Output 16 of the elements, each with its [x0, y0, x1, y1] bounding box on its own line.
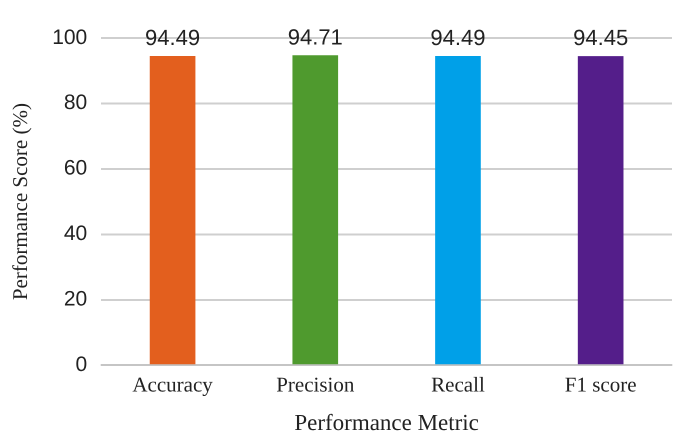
- data-label: 94.49: [430, 25, 486, 50]
- y-tick-label: 60: [64, 156, 88, 180]
- y-tick-label: 40: [64, 222, 88, 246]
- data-label: 94.45: [573, 25, 628, 50]
- y-tick-label: 80: [64, 91, 88, 114]
- y-tick-label: 0: [76, 352, 88, 376]
- y-tick-label: 20: [64, 288, 88, 311]
- y-tick-label: 100: [52, 26, 88, 49]
- x-tick-label: Precision: [276, 372, 355, 396]
- x-tick-label: Accuracy: [132, 372, 214, 396]
- x-tick-label: F1 score: [564, 372, 637, 396]
- x-tick-label: Recall: [431, 372, 485, 396]
- y-axis-title: Performance Score (%): [8, 103, 32, 300]
- x-axis-title: Performance Metric: [294, 410, 479, 436]
- data-label: 94.71: [288, 24, 343, 50]
- data-label: 94.49: [145, 25, 200, 50]
